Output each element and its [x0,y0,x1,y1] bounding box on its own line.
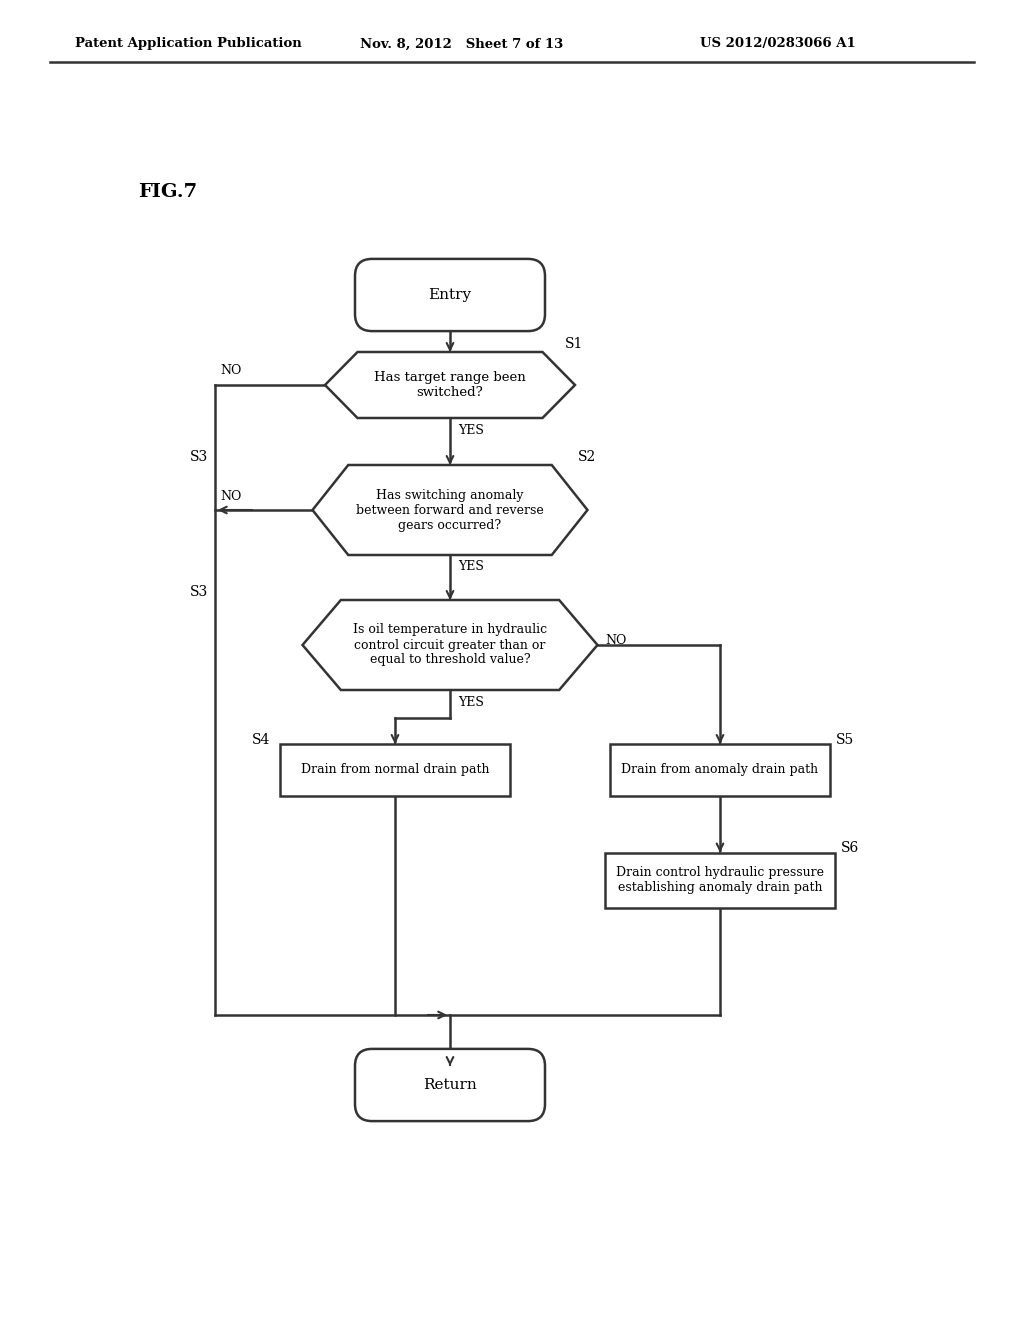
Text: NO: NO [220,490,242,503]
Text: YES: YES [458,696,484,709]
Text: YES: YES [458,424,484,437]
Text: S2: S2 [578,450,596,465]
Text: Patent Application Publication: Patent Application Publication [75,37,302,50]
Text: NO: NO [605,634,627,647]
Text: Nov. 8, 2012   Sheet 7 of 13: Nov. 8, 2012 Sheet 7 of 13 [360,37,563,50]
Bar [610,744,830,796]
Text: FIG.7: FIG.7 [138,183,198,201]
Text: Entry: Entry [428,288,472,302]
Text: Drain from anomaly drain path: Drain from anomaly drain path [622,763,818,776]
Text: US 2012/0283066 A1: US 2012/0283066 A1 [700,37,856,50]
Text: S3: S3 [190,450,208,465]
Text: S5: S5 [836,733,854,747]
Text: Has switching anomaly
between forward and reverse
gears occurred?: Has switching anomaly between forward an… [356,488,544,532]
Text: S4: S4 [252,733,270,747]
Text: Has target range been
switched?: Has target range been switched? [374,371,526,399]
Text: Drain control hydraulic pressure
establishing anomaly drain path: Drain control hydraulic pressure establi… [616,866,824,894]
Text: YES: YES [458,561,484,573]
Text: S3: S3 [190,585,208,599]
Polygon shape [325,352,575,418]
Text: Drain from normal drain path: Drain from normal drain path [301,763,489,776]
Text: S1: S1 [565,337,584,351]
Bar [605,853,835,908]
Text: S6: S6 [841,842,859,855]
FancyBboxPatch shape [355,259,545,331]
Text: Is oil temperature in hydraulic
control circuit greater than or
equal to thresho: Is oil temperature in hydraulic control … [353,623,547,667]
FancyBboxPatch shape [355,1049,545,1121]
Polygon shape [312,465,588,554]
Text: Return: Return [423,1078,477,1092]
Polygon shape [302,601,597,690]
Bar [280,744,510,796]
Text: NO: NO [220,364,242,378]
